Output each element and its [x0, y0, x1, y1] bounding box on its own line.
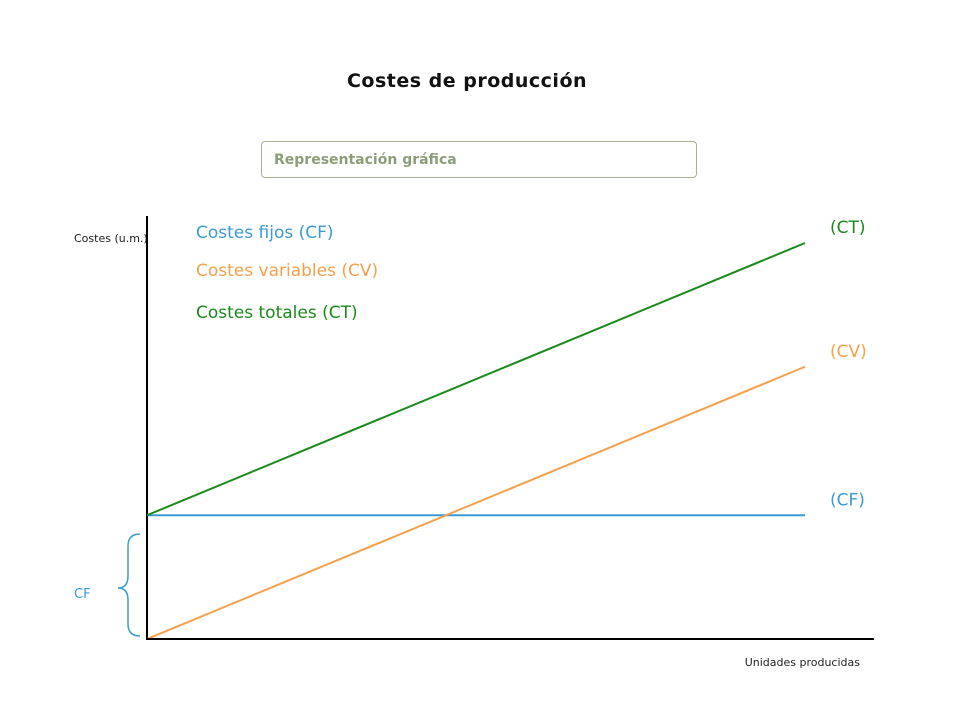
cf-brace	[117, 533, 141, 637]
subtitle-box: Representación gráfica	[261, 141, 697, 178]
subtitle: Representación gráfica	[274, 152, 457, 168]
series-label-cv: (CV)	[830, 342, 867, 362]
chart-title: Costes de producción	[346, 70, 588, 92]
legend-entry-cv: Costes variables (CV)	[196, 261, 378, 281]
series-label-cf: (CF)	[830, 490, 865, 510]
series-label-ct: (CT)	[830, 218, 866, 238]
legend-entry-ct: Costes totales (CT)	[196, 303, 358, 323]
y-axis-label: Costes (u.m.)	[74, 232, 148, 245]
series-line-cv	[146, 365, 806, 640]
cf-brace-label: CF	[74, 587, 91, 602]
legend-entry-cf: Costes fijos (CF)	[196, 223, 334, 243]
x-axis-label: Unidades producidas	[745, 656, 861, 669]
series-line-ct	[146, 242, 806, 517]
